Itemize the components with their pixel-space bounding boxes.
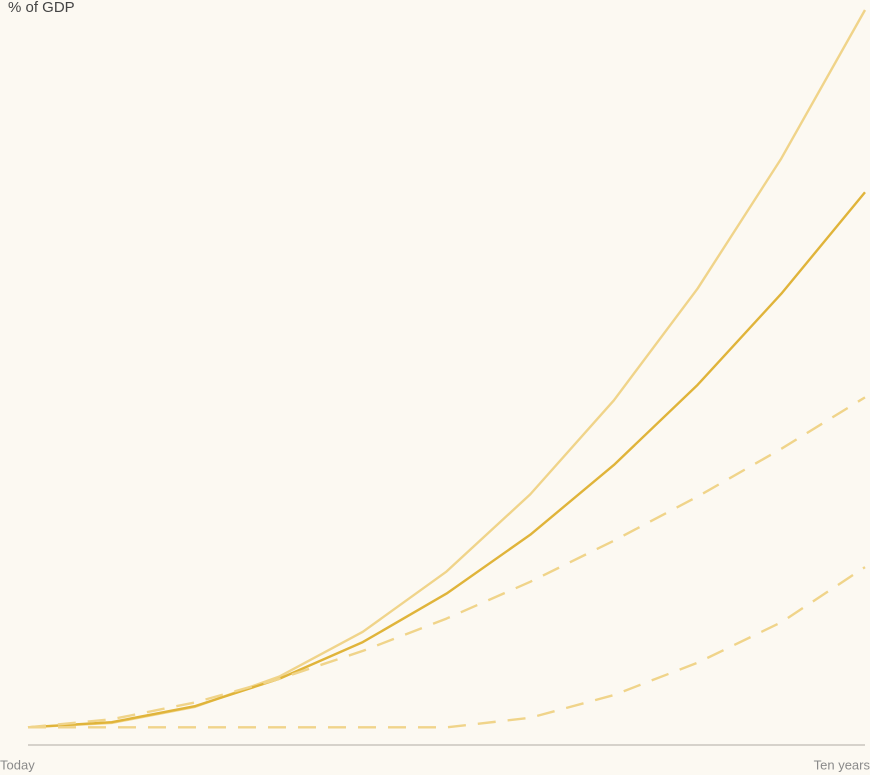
- line-series: [27, 396, 866, 729]
- line-series: [28, 566, 866, 729]
- line-series: [27, 191, 866, 729]
- chart-title: % of GDP: [8, 0, 75, 16]
- x-tick-label: Ten years: [814, 757, 870, 772]
- x-tick-label: Today: [0, 757, 35, 772]
